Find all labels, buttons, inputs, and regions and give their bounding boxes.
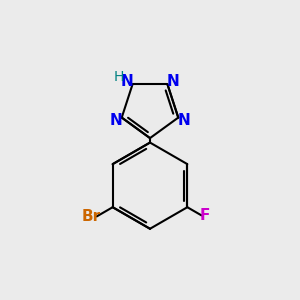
Text: H: H — [114, 70, 124, 84]
Text: N: N — [121, 74, 134, 89]
Text: N: N — [110, 113, 123, 128]
Text: F: F — [200, 208, 210, 223]
Text: N: N — [167, 74, 179, 89]
Text: N: N — [177, 113, 190, 128]
Text: Br: Br — [82, 209, 101, 224]
